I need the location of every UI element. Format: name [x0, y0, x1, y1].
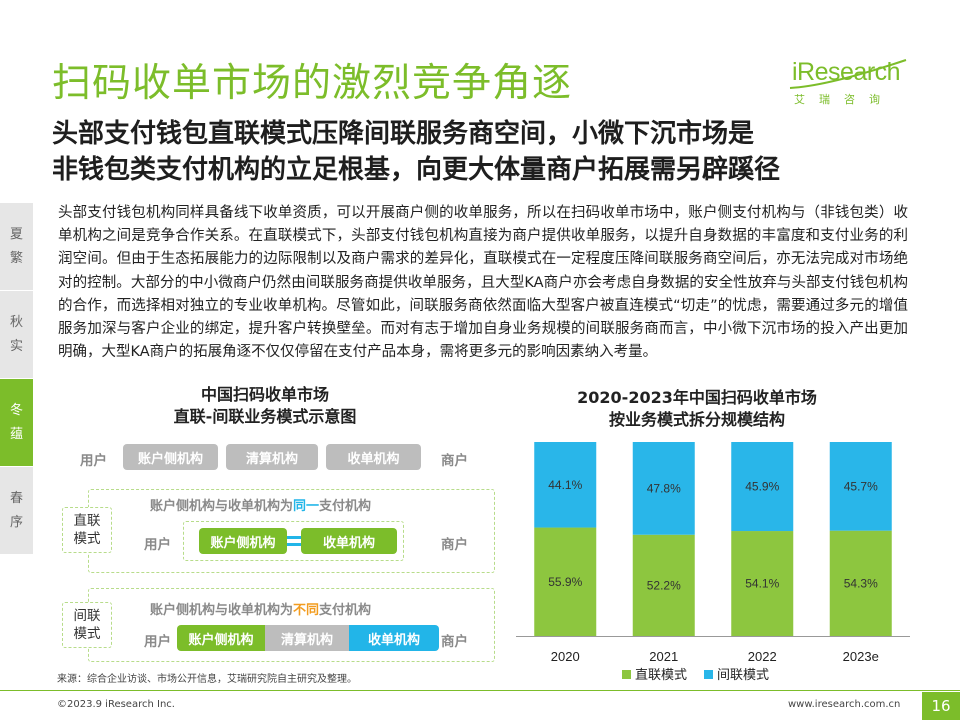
indirect-heading-post: 支付机构 [319, 603, 372, 618]
footer-divider [0, 690, 960, 691]
direct-inner-box [183, 521, 404, 561]
sidebar-tab-char: 冬 [9, 402, 23, 418]
data-label: 47.8% [647, 481, 681, 495]
chart-title-line-1: 2020-2023年中国扫码收单市场 [577, 388, 817, 407]
logo-wordmark: iResearch [792, 58, 901, 86]
indirect-clearing-box: 清算机构 [265, 625, 349, 651]
bar-direct [534, 527, 597, 636]
chart-title-line-2: 按业务模式拆分规模结构 [608, 410, 785, 429]
direct-heading-post: 支付机构 [319, 499, 372, 514]
direct-acquirer-box: 收单机构 [301, 528, 397, 554]
stacked-bar-chart: 55.9% 44.1% 2020 52.2% 47.8% 2021 54.1% 45.9% 20… [508, 436, 918, 700]
direct-heading-highlight: 同一 [293, 499, 320, 514]
sidebar-tab-summer[interactable]: 夏 繁 [0, 203, 33, 291]
source-note: 来源：综合企业访谈、市场公开信息，艾瑞研究院自主研究及整理。 [57, 674, 357, 685]
sidebar-tab-char: 序 [9, 514, 23, 530]
sidebar-tab-spring[interactable]: 春 序 [0, 467, 33, 555]
diagram-title: 中国扫码收单市场 直联-间联业务模式示意图 [90, 384, 440, 428]
bar-direct [632, 534, 695, 636]
chart-title: 2020-2023年中国扫码收单市场 按业务模式拆分规模结构 [512, 387, 882, 431]
website-link[interactable]: www.iresearch.com.cn [788, 699, 901, 710]
copyright: ©2023.9 iResearch Inc. [57, 699, 175, 710]
diagram-top-acquirer-box: 收单机构 [326, 444, 421, 470]
diagram-top-merchant: 商户 [441, 453, 468, 469]
equal-icon [287, 534, 301, 548]
bar-indirect [534, 442, 597, 528]
legend-label: 直联模式 [635, 667, 687, 682]
indirect-mode-label-line-1: 间联 [73, 608, 101, 624]
subtitle-line-2: 非钱包类支付机构的立足根基，向更大体量商户拓展需另辟蹊径 [52, 155, 781, 185]
x-tick-label: 2021 [649, 649, 678, 664]
sidebar-tab-char: 秋 [9, 314, 23, 330]
bar-indirect [731, 442, 794, 532]
subtitle-line-1: 头部支付钱包直联模式压降间联服务商空间，小微下沉市场是 [52, 119, 755, 149]
sidebar-tab-char: 春 [9, 490, 23, 506]
diagram-top-account-box: 账户侧机构 [123, 444, 218, 470]
bar-indirect [632, 442, 695, 535]
sidebar-tab-autumn[interactable]: 秋 实 [0, 291, 33, 379]
bar-direct [829, 530, 892, 636]
bar-direct [731, 531, 794, 636]
diagram-top-clearing-box: 清算机构 [226, 444, 318, 470]
direct-merchant: 商户 [441, 537, 468, 553]
sidebar-tab-char: 蕴 [9, 426, 23, 442]
indirect-mode-label-line-2: 模式 [73, 626, 101, 642]
sidebar-tab-winter[interactable]: 冬 蕴 [0, 379, 33, 467]
data-label: 54.3% [844, 576, 878, 590]
body-paragraph: 头部支付钱包机构同样具备线下收单资质，可以开展商户侧的收单服务，所以在扫码收单市… [58, 205, 908, 361]
data-label: 45.9% [745, 480, 779, 494]
data-label: 45.7% [844, 479, 878, 493]
indirect-user: 用户 [144, 634, 171, 650]
page-title: 扫码收单市场的激烈竞争角逐 [52, 61, 573, 106]
sidebar-tab-char: 实 [9, 338, 23, 354]
diagram-top-user: 用户 [80, 453, 107, 469]
indirect-account-box: 账户侧机构 [177, 625, 265, 651]
direct-account-box: 账户侧机构 [199, 528, 287, 554]
data-label: 55.9% [548, 575, 582, 589]
direct-mode-label-line-2: 模式 [73, 531, 101, 547]
legend-swatch-direct [622, 670, 631, 679]
direct-user: 用户 [144, 537, 171, 553]
diagram-title-line-2: 直联-间联业务模式示意图 [173, 407, 357, 426]
indirect-mode-label: 间联 模式 [62, 602, 112, 648]
indirect-mode-heading: 账户侧机构与收单机构为不同支付机构 [150, 599, 371, 618]
logo-swoosh-icon [789, 59, 907, 89]
sidebar-tab-char: 夏 [9, 226, 23, 242]
logo-chinese: 艾瑞咨询 [794, 93, 894, 106]
season-sidebar: 夏 繁 秋 实 冬 蕴 春 序 [0, 203, 33, 555]
data-label: 44.1% [548, 478, 582, 492]
x-tick-label: 2023e [843, 649, 879, 664]
direct-mode-label: 直联 模式 [62, 507, 112, 553]
bar-indirect [829, 442, 892, 531]
legend-swatch-indirect [704, 670, 713, 679]
page-subtitle: 头部支付钱包直联模式压降间联服务商空间，小微下沉市场是 非钱包类支付机构的立足根… [52, 116, 780, 188]
x-tick-label: 2022 [748, 649, 777, 664]
data-label: 54.1% [745, 577, 779, 591]
indirect-merchant: 商户 [441, 634, 468, 650]
indirect-heading-highlight: 不同 [293, 603, 320, 618]
page-number: 16 [922, 692, 960, 720]
indirect-acquirer-box: 收单机构 [349, 625, 439, 651]
data-label: 52.2% [647, 578, 681, 592]
indirect-heading-pre: 账户侧机构与收单机构为 [150, 603, 294, 618]
chart-svg: 55.9% 44.1% 2020 52.2% 47.8% 2021 54.1% 45.9% 20… [516, 442, 910, 682]
sidebar-tab-char: 繁 [9, 250, 23, 266]
diagram-title-line-1: 中国扫码收单市场 [200, 385, 329, 404]
direct-mode-label-line-1: 直联 [73, 513, 101, 529]
legend-label: 间联模式 [717, 667, 769, 682]
x-tick-label: 2020 [551, 649, 580, 664]
direct-heading-pre: 账户侧机构与收单机构为 [150, 499, 294, 514]
iresearch-logo: iResearch 艾瑞咨询 [788, 56, 914, 108]
direct-mode-heading: 账户侧机构与收单机构为同一支付机构 [150, 495, 371, 514]
